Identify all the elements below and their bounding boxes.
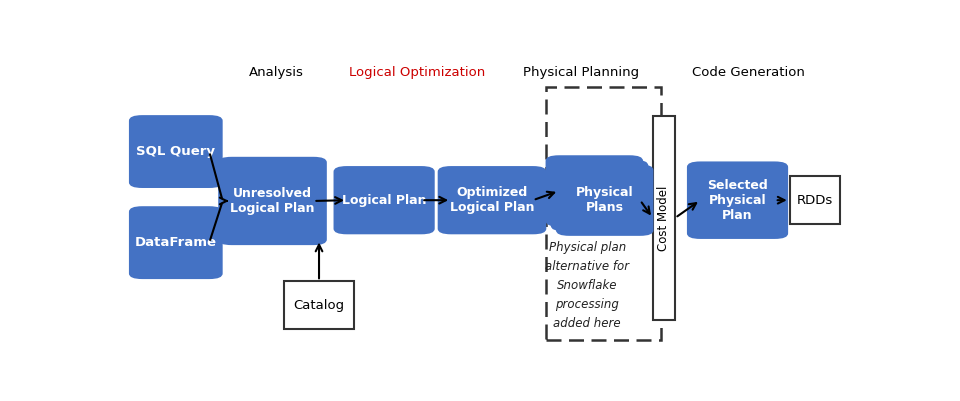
FancyBboxPatch shape bbox=[687, 162, 788, 239]
Text: Logical Optimization: Logical Optimization bbox=[349, 66, 486, 79]
FancyBboxPatch shape bbox=[129, 206, 223, 279]
Text: Physical Planning: Physical Planning bbox=[523, 66, 639, 79]
Bar bbox=[284, 281, 354, 329]
Text: Cost Model: Cost Model bbox=[658, 185, 670, 251]
FancyBboxPatch shape bbox=[551, 160, 648, 231]
Bar bbox=[789, 176, 840, 224]
Text: Selected
Physical
Plan: Selected Physical Plan bbox=[708, 179, 768, 222]
FancyBboxPatch shape bbox=[218, 157, 326, 245]
FancyBboxPatch shape bbox=[556, 164, 654, 236]
Text: DataFrame: DataFrame bbox=[134, 236, 217, 249]
Bar bbox=[653, 116, 675, 320]
Text: Optimized
Logical Plan: Optimized Logical Plan bbox=[449, 186, 535, 214]
Text: Analysis: Analysis bbox=[249, 66, 303, 79]
FancyBboxPatch shape bbox=[333, 166, 435, 234]
FancyBboxPatch shape bbox=[129, 115, 223, 188]
Text: Catalog: Catalog bbox=[294, 299, 345, 312]
Text: Physical plan
alternative for
Snowflake
processing
added here: Physical plan alternative for Snowflake … bbox=[545, 241, 630, 330]
FancyBboxPatch shape bbox=[545, 155, 643, 227]
Text: Unresolved
Logical Plan: Unresolved Logical Plan bbox=[230, 187, 315, 215]
FancyBboxPatch shape bbox=[438, 166, 546, 234]
Text: RDDs: RDDs bbox=[797, 194, 833, 207]
Text: Code Generation: Code Generation bbox=[692, 66, 805, 79]
Text: Physical
Plans: Physical Plans bbox=[576, 186, 634, 214]
Bar bbox=[545, 87, 660, 340]
Text: Logical Plan: Logical Plan bbox=[342, 194, 426, 207]
Text: SQL Query: SQL Query bbox=[136, 145, 215, 158]
